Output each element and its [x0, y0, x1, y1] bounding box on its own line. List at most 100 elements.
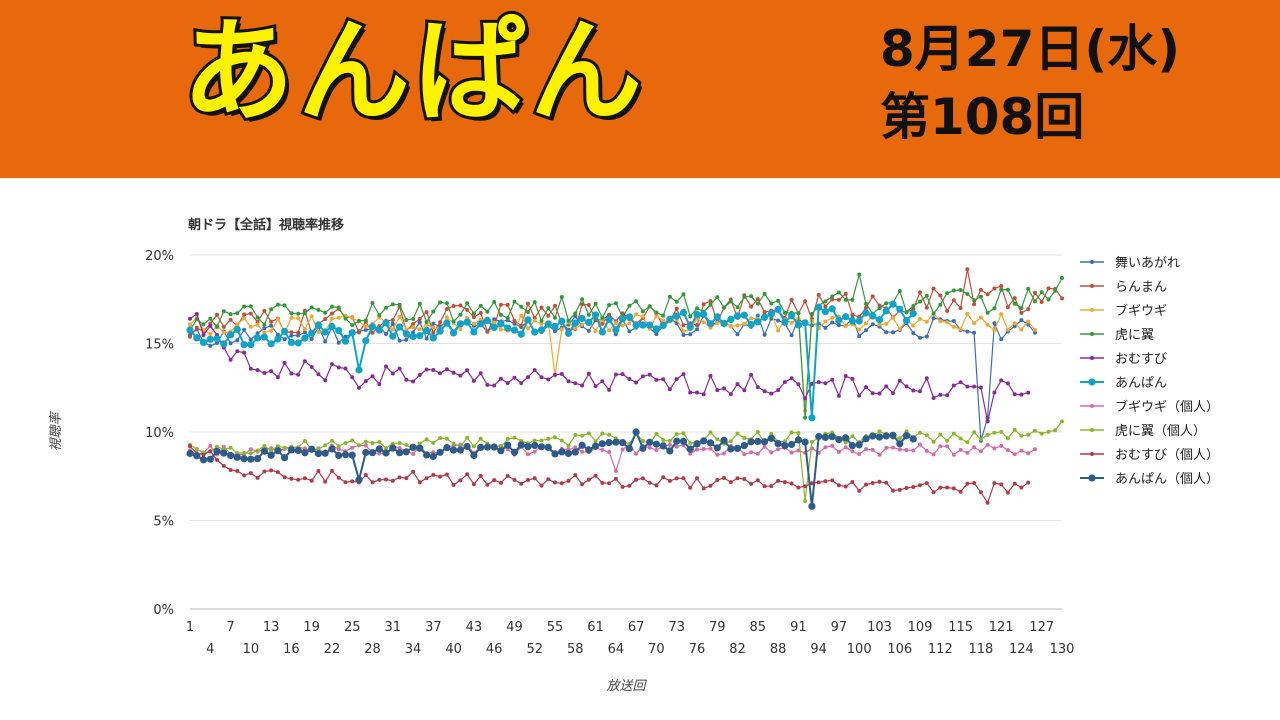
data-point: [1060, 419, 1064, 424]
data-point: [389, 444, 397, 452]
data-point: [411, 322, 416, 326]
data-point: [208, 323, 213, 328]
data-point: [809, 481, 814, 486]
data-point: [350, 438, 355, 443]
y-tick-label: 10%: [145, 426, 174, 441]
data-point: [815, 303, 823, 311]
data-point: [706, 320, 715, 328]
data-point: [208, 449, 213, 454]
data-point: [485, 382, 490, 387]
data-point: [294, 339, 302, 347]
data-point: [627, 321, 632, 326]
data-point: [558, 317, 566, 325]
data-point: [233, 325, 241, 334]
data-point: [857, 334, 862, 339]
data-point: [891, 315, 895, 320]
data-point: [749, 372, 754, 377]
data-point: [384, 332, 388, 336]
data-point: [632, 321, 640, 329]
data-point: [706, 439, 715, 447]
data-point: [330, 316, 334, 321]
data-point: [789, 430, 794, 435]
data-point: [384, 305, 388, 310]
data-point: [559, 295, 564, 299]
data-point: [796, 448, 801, 453]
data-point: [323, 479, 328, 484]
data-point: [235, 311, 240, 316]
data-point: [842, 434, 850, 442]
data-point: [504, 441, 512, 449]
data-point: [580, 322, 585, 327]
data-point: [193, 334, 201, 342]
data-point: [248, 366, 253, 371]
data-point: [1012, 296, 1017, 301]
data-point: [1019, 433, 1024, 438]
y-tick-label: 20%: [145, 249, 174, 264]
data-point: [228, 317, 233, 322]
data-point: [978, 287, 983, 292]
data-point: [794, 321, 803, 329]
data-point: [255, 331, 260, 336]
data-point: [417, 480, 422, 485]
data-point: [924, 319, 929, 324]
data-point: [803, 415, 808, 420]
data-point: [708, 299, 713, 304]
data-point: [674, 377, 679, 382]
data-point: [965, 267, 970, 272]
data-point: [686, 323, 694, 331]
data-point: [546, 436, 551, 441]
data-point: [255, 315, 260, 320]
data-point: [517, 441, 525, 449]
data-point: [627, 377, 632, 381]
data-point: [762, 332, 767, 337]
data-point: [634, 299, 639, 304]
data-point: [850, 449, 855, 454]
data-point: [875, 433, 884, 441]
data-point: [992, 328, 997, 333]
data-point: [199, 456, 208, 464]
data-point: [647, 372, 652, 377]
data-point: [897, 289, 902, 293]
x-tick-label: 49: [506, 620, 523, 635]
x-tick-label: 31: [385, 620, 402, 635]
data-point: [296, 311, 301, 316]
data-point: [600, 379, 605, 384]
data-point: [384, 477, 388, 482]
data-point: [999, 429, 1004, 434]
data-point: [857, 452, 862, 456]
data-point: [458, 312, 463, 317]
data-point: [416, 444, 424, 452]
data-point: [843, 484, 848, 489]
data-point: [918, 389, 922, 394]
data-point: [281, 327, 289, 335]
data-point: [424, 322, 429, 327]
data-point: [593, 473, 598, 478]
data-point: [262, 469, 267, 474]
data-point: [1005, 490, 1010, 495]
data-point: [571, 319, 579, 327]
data-point: [559, 481, 564, 486]
data-point: [654, 332, 659, 337]
data-point: [688, 314, 693, 319]
data-point: [924, 293, 929, 298]
data-point: [965, 440, 970, 445]
series-0: [188, 313, 1037, 443]
data-point: [539, 375, 544, 380]
data-point: [836, 297, 841, 302]
data-point: [309, 314, 314, 319]
legend-entry: 虎に翼: [1115, 328, 1154, 343]
data-point: [235, 322, 240, 327]
x-tick-label: 7: [226, 620, 234, 635]
data-point: [370, 301, 375, 305]
data-point: [390, 478, 395, 483]
data-point: [742, 321, 747, 326]
data-point: [796, 382, 801, 387]
data-point: [742, 388, 747, 393]
data-point: [586, 477, 591, 482]
chart-title: 朝ドラ【全話】視聴率推移: [188, 218, 345, 233]
data-point: [992, 481, 997, 486]
data-point: [551, 450, 559, 458]
legend-marker: [1090, 356, 1094, 360]
data-point: [289, 315, 294, 320]
data-point: [803, 484, 808, 489]
